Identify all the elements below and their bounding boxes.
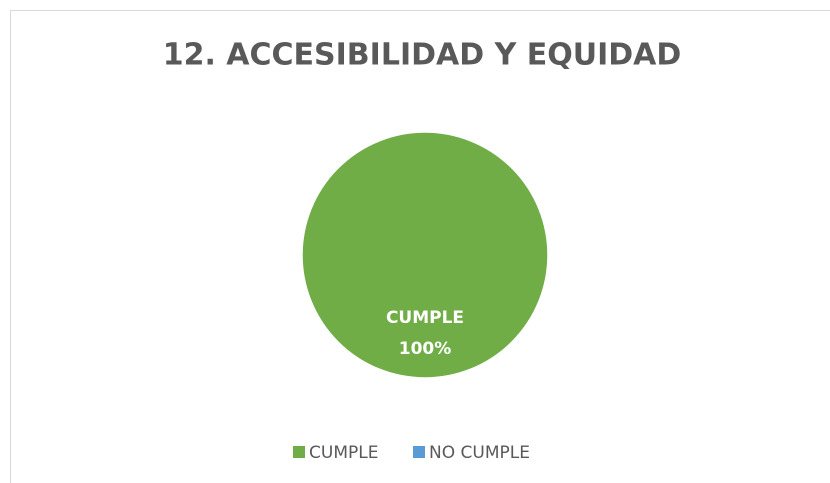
- chart-title: 12. ACCESIBILIDAD Y EQUIDAD: [163, 38, 682, 73]
- pie-slice: [301, 131, 549, 379]
- legend-swatch: [413, 446, 425, 458]
- legend-label: NO CUMPLE: [429, 443, 530, 463]
- legend-swatch: [293, 446, 305, 458]
- legend-label: CUMPLE: [309, 443, 378, 463]
- data-label-category: CUMPLE: [386, 308, 464, 328]
- data-label-value: 100%: [399, 339, 452, 359]
